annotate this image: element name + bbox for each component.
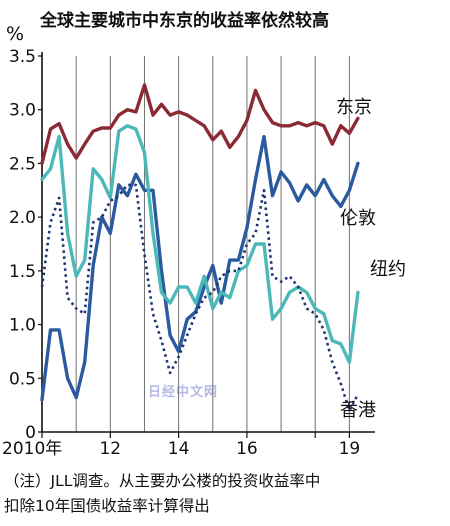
y-tick-label: 3.0 <box>9 101 36 121</box>
x-tick-label: 12 <box>99 439 121 459</box>
chart-title: 全球主要城市中东京的收益率依然较高 <box>39 10 329 31</box>
footnote-line-2: 扣除10年国债收益率计算得出 <box>4 497 210 515</box>
x-tick-label: 14 <box>168 439 190 459</box>
grid <box>75 56 350 432</box>
x-tick-labels: 2010年 12 14 16 19 <box>2 432 360 459</box>
series-label-东京: 东京 <box>336 97 372 118</box>
y-tick-label: 0 <box>25 423 36 443</box>
series-label-伦敦: 伦敦 <box>340 208 376 229</box>
series-lines <box>40 83 360 412</box>
series-label-香港: 香港 <box>340 400 376 421</box>
x-tick-label: 2010年 <box>2 439 62 459</box>
y-tick-label: 3.5 <box>9 47 36 67</box>
y-tick-labels: 0 0.5 1.0 1.5 2.0 2.5 3.0 3.5 <box>9 47 42 443</box>
y-tick-label: 2.0 <box>9 208 36 228</box>
series-line-伦敦 <box>40 134 360 402</box>
y-tick-label: 0.5 <box>9 369 36 389</box>
y-tick-label: 1.5 <box>9 262 36 282</box>
y-tick-label: 1.0 <box>9 316 36 336</box>
watermark: 日经中文网 <box>148 385 219 400</box>
y-axis-unit: % <box>6 23 24 45</box>
footnote-line-1: （注）JLL调查。从主要办公楼的投资收益率中 <box>4 472 321 490</box>
y-tick-label: 2.5 <box>9 154 36 174</box>
series-label-纽约: 纽约 <box>370 259 406 280</box>
axes <box>41 52 375 433</box>
series-line-纽约 <box>40 124 360 364</box>
series-line-东京 <box>40 83 360 166</box>
series-line-香港 <box>40 183 360 412</box>
x-tick-label: 16 <box>236 439 258 459</box>
x-tick-label: 19 <box>339 439 361 459</box>
